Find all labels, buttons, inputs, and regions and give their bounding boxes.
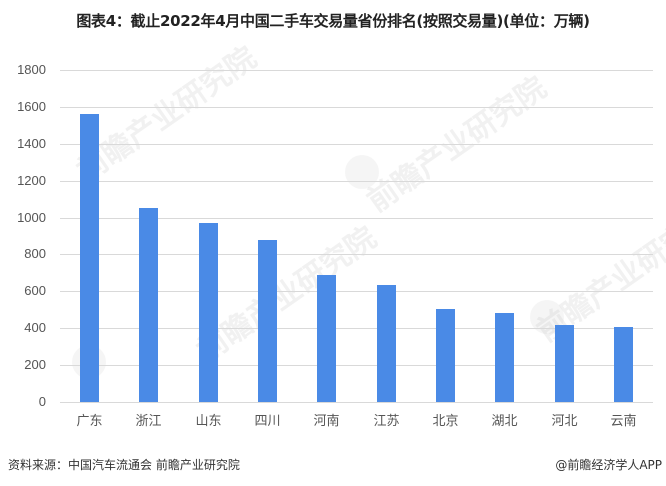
y-tick-label: 1800 bbox=[17, 62, 46, 77]
bar-2 bbox=[199, 223, 218, 402]
bar-0 bbox=[80, 114, 99, 402]
x-tick-label: 广东 bbox=[76, 414, 103, 429]
chart-title: 图表4：截止2022年4月中国二手车交易量省份排名(按照交易量)(单位：万辆) bbox=[76, 12, 590, 30]
credit-note: @前瞻经济学人APP bbox=[555, 458, 662, 472]
x-tick-label: 四川 bbox=[254, 414, 281, 429]
watermark: 前瞻产业研究院 bbox=[360, 70, 554, 220]
y-tick-label: 1600 bbox=[17, 99, 46, 114]
gridline bbox=[60, 218, 653, 219]
y-tick-label: 0 bbox=[38, 394, 46, 409]
gridline bbox=[60, 70, 653, 71]
gridline bbox=[60, 254, 653, 255]
x-tick-label: 河南 bbox=[313, 414, 340, 429]
y-tick-label: 1400 bbox=[17, 136, 46, 151]
x-tick-label: 山东 bbox=[195, 414, 222, 429]
bar-9 bbox=[614, 327, 633, 402]
x-tick-label: 江苏 bbox=[373, 414, 400, 429]
bar-6 bbox=[436, 309, 455, 402]
watermark-logo-icon bbox=[345, 155, 379, 189]
bar-7 bbox=[495, 313, 514, 402]
gridline bbox=[60, 144, 653, 145]
gridline bbox=[60, 181, 653, 182]
gridline bbox=[60, 291, 653, 292]
y-tick-label: 800 bbox=[24, 246, 46, 261]
source-note: 资料来源：中国汽车流通会 前瞻产业研究院 bbox=[8, 458, 240, 472]
bar-8 bbox=[555, 325, 574, 402]
y-tick-label: 600 bbox=[24, 283, 46, 298]
y-tick-label: 200 bbox=[24, 357, 46, 372]
x-tick-label: 河北 bbox=[551, 414, 578, 429]
bar-1 bbox=[139, 208, 158, 402]
x-tick-label: 浙江 bbox=[135, 414, 162, 429]
x-tick-label: 北京 bbox=[432, 414, 459, 429]
gridline bbox=[60, 402, 653, 403]
y-tick-label: 400 bbox=[24, 320, 46, 335]
x-tick-label: 湖北 bbox=[491, 414, 518, 429]
y-tick-label: 1000 bbox=[17, 210, 46, 225]
x-tick-label: 云南 bbox=[610, 414, 637, 429]
gridline bbox=[60, 107, 653, 108]
y-tick-label: 1200 bbox=[17, 173, 46, 188]
bar-4 bbox=[317, 275, 336, 402]
gridline bbox=[60, 365, 653, 366]
bar-3 bbox=[258, 240, 277, 402]
gridline bbox=[60, 328, 653, 329]
bar-5 bbox=[377, 285, 396, 402]
